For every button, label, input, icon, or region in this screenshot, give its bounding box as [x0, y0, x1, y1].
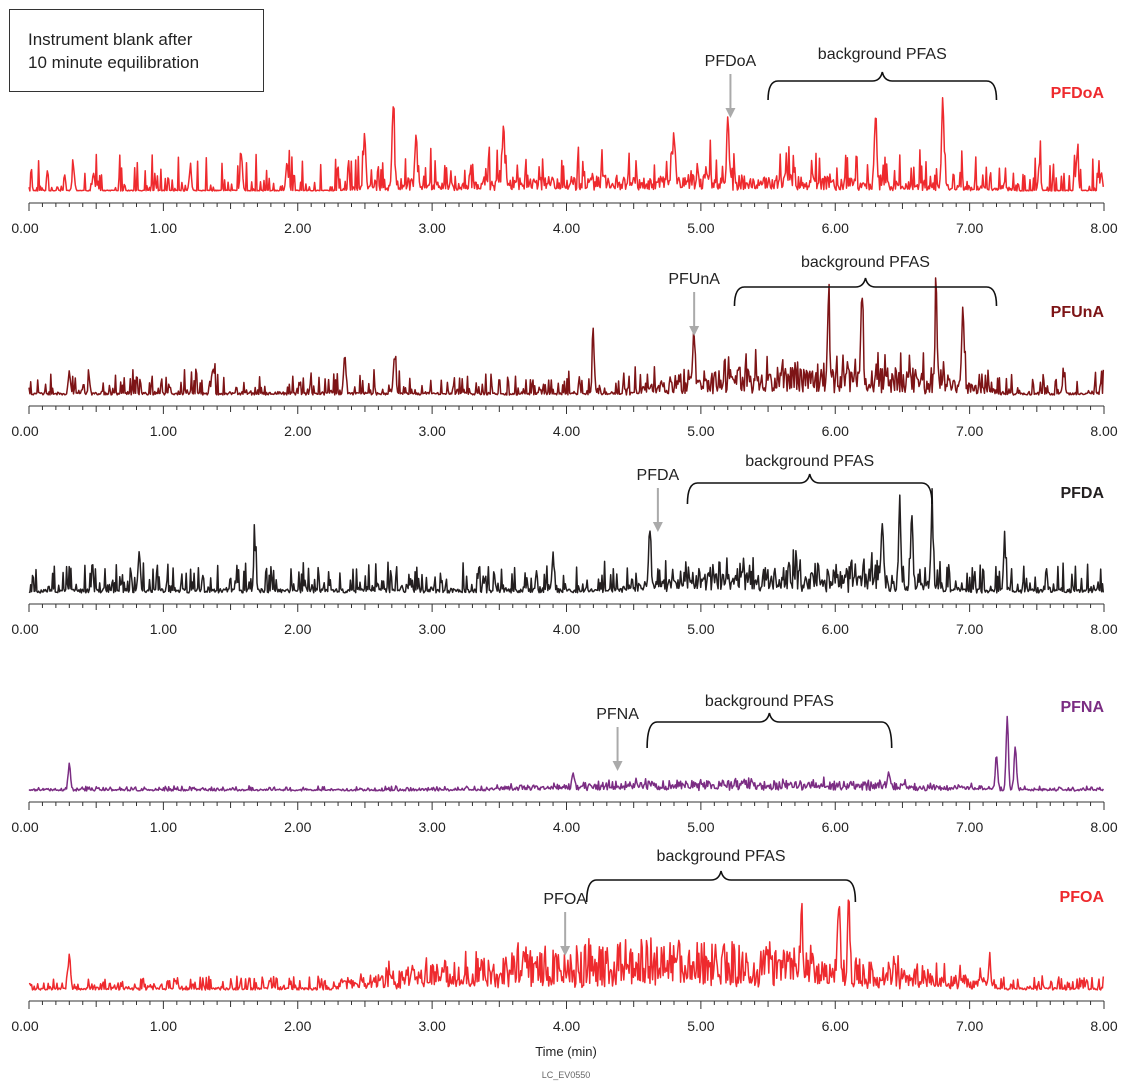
x-tick-label: 3.00 [419, 621, 446, 637]
x-tick-label: 8.00 [1090, 423, 1117, 439]
x-tick-label: 0.00 [11, 423, 38, 439]
chart-panel-pfdoa: 0.00 1.00 2.00 3.00 4.00 5.00 6.00 7.00 8.00 PFDo… [11, 46, 1117, 236]
note-line-1: Instrument blank after [28, 30, 193, 49]
annotation-bracket-label: background PFAS [705, 693, 834, 710]
x-tick-label: 6.00 [822, 1018, 849, 1034]
x-tick-label: 4.00 [553, 423, 580, 439]
annotation-bracket-label: background PFAS [657, 848, 786, 865]
x-tick-label: 5.00 [687, 220, 714, 236]
annotation-arrow-head [612, 761, 623, 771]
chart-panel-pfuna: 0.00 1.00 2.00 3.00 4.00 5.00 6.00 7.00 8.00 PFUn… [11, 254, 1117, 439]
x-tick-label: 7.00 [956, 220, 983, 236]
annotation-arrow-head [560, 946, 571, 956]
x-tick-label: 5.00 [687, 621, 714, 637]
x-tick-label: 3.00 [419, 220, 446, 236]
x-tick-label: 1.00 [150, 621, 177, 637]
x-tick-label: 0.00 [11, 1018, 38, 1034]
x-tick-label: 6.00 [822, 621, 849, 637]
annotation-bracket [646, 712, 893, 749]
series-label-pfuna: PFUnA [1051, 304, 1105, 321]
chart-panel-pfda: 0.00 1.00 2.00 3.00 4.00 5.00 6.00 7.00 8.00 PFDA… [11, 453, 1117, 637]
x-tick-label: 8.00 [1090, 621, 1117, 637]
annotation-bracket [733, 277, 998, 307]
series-label-pfna: PFNA [1060, 699, 1104, 716]
annotation-bracket-label: background PFAS [745, 453, 874, 470]
annotation-compound-label: PFDA [637, 467, 680, 484]
annotation-bracket [767, 71, 998, 101]
annotation-arrow-head [652, 522, 663, 532]
annotation-bracket [686, 473, 933, 505]
x-tick-label: 4.00 [553, 621, 580, 637]
x-tick-label: 3.00 [419, 1018, 446, 1034]
annotation-bracket [585, 870, 857, 903]
series-line-pfuna [28, 277, 1105, 396]
note-line-2: 10 minute equilibration [28, 53, 200, 72]
x-tick-label: 1.00 [150, 819, 177, 835]
x-tick-label: 5.00 [687, 819, 714, 835]
annotation-compound-label: PFOA [543, 891, 587, 908]
x-tick-label: 0.00 [11, 220, 38, 236]
x-tick-label: 5.00 [687, 1018, 714, 1034]
annotation-arrow-head [689, 326, 700, 336]
annotation-bracket-label: background PFAS [818, 46, 947, 63]
x-tick-label: 7.00 [956, 1018, 983, 1034]
x-tick-label: 6.00 [822, 423, 849, 439]
series-line-pfna [28, 715, 1104, 792]
annotation-compound-label: PFDoA [705, 53, 757, 70]
x-tick-label: 1.00 [150, 1018, 177, 1034]
note-box: Instrument blank after 10 minute equilib… [9, 9, 264, 92]
series-label-pfdoa: PFDoA [1051, 85, 1105, 102]
annotation-compound-label: PFNA [596, 706, 639, 723]
x-tick-label: 2.00 [284, 1018, 311, 1034]
x-tick-label: 2.00 [284, 220, 311, 236]
x-tick-label: 5.00 [687, 423, 714, 439]
x-tick-label: 8.00 [1090, 220, 1117, 236]
annotation-bracket-label: background PFAS [801, 254, 930, 271]
annotation-compound-label: PFUnA [668, 271, 720, 288]
x-tick-label: 4.00 [553, 819, 580, 835]
x-tick-label: 4.00 [553, 220, 580, 236]
series-line-pfdoa [28, 97, 1105, 192]
series-label-pfda: PFDA [1060, 485, 1104, 502]
x-tick-label: 6.00 [822, 220, 849, 236]
x-tick-label: 7.00 [956, 819, 983, 835]
chart-panel-pfna: 0.00 1.00 2.00 3.00 4.00 5.00 6.00 7.00 8.00 PFNA… [11, 693, 1117, 835]
x-tick-label: 1.00 [150, 423, 177, 439]
x-tick-label: 8.00 [1090, 819, 1117, 835]
x-tick-label: 4.00 [553, 1018, 580, 1034]
annotation-arrow-head [725, 108, 736, 118]
x-tick-label: 2.00 [284, 423, 311, 439]
series-label-pfoa: PFOA [1060, 889, 1105, 906]
chart-panel-pfoa: 0.00 1.00 2.00 3.00 4.00 5.00 6.00 7.00 8.00 PFOA… [11, 848, 1117, 1059]
series-line-pfda [28, 487, 1105, 594]
x-tick-label: 7.00 [956, 621, 983, 637]
x-axis-title: Time (min) [535, 1044, 597, 1059]
x-tick-label: 8.00 [1090, 1018, 1117, 1034]
x-tick-label: 2.00 [284, 819, 311, 835]
x-tick-label: 0.00 [11, 819, 38, 835]
x-tick-label: 0.00 [11, 621, 38, 637]
x-tick-label: 3.00 [419, 423, 446, 439]
x-tick-label: 7.00 [956, 423, 983, 439]
x-tick-label: 3.00 [419, 819, 446, 835]
series-line-pfoa [28, 899, 1105, 991]
figure-code-label: LC_EV0550 [542, 1070, 591, 1080]
x-tick-label: 6.00 [822, 819, 849, 835]
x-tick-label: 2.00 [284, 621, 311, 637]
x-tick-label: 1.00 [150, 220, 177, 236]
